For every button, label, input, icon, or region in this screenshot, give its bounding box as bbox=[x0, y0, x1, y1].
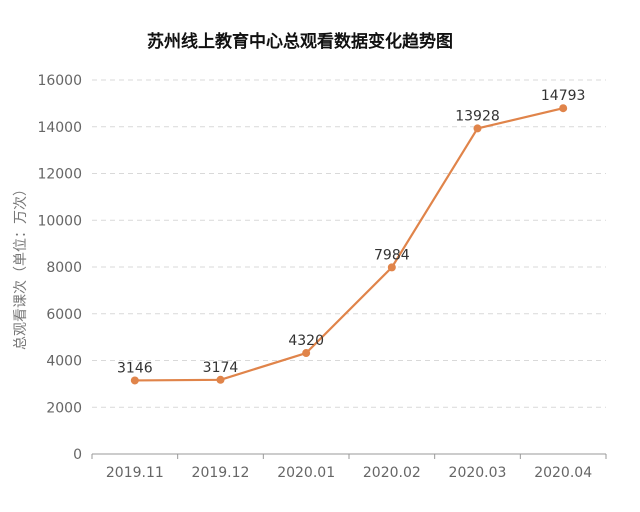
y-tick-label: 6000 bbox=[46, 307, 82, 323]
data-label: 4320 bbox=[288, 333, 324, 349]
x-tick-label: 2020.03 bbox=[449, 465, 507, 481]
data-point bbox=[130, 376, 139, 385]
y-tick-label: 4000 bbox=[46, 354, 82, 370]
data-point bbox=[387, 263, 396, 272]
series-line bbox=[134, 107, 564, 382]
data-label: 3174 bbox=[203, 360, 239, 376]
y-tick-label: 2000 bbox=[46, 400, 82, 416]
y-tick-label: 10000 bbox=[37, 213, 82, 229]
x-axis: 2019.11 2019.12 2020.01 2020.02 2020.03 2020.… bbox=[91, 453, 607, 481]
data-point bbox=[559, 104, 568, 113]
data-label: 14793 bbox=[541, 88, 586, 104]
y-tick-label: 8000 bbox=[46, 260, 82, 276]
x-tick-label: 2020.01 bbox=[277, 465, 335, 481]
x-tick-label: 2019.11 bbox=[106, 465, 164, 481]
y-tick-label: 14000 bbox=[37, 120, 82, 136]
data-point bbox=[473, 124, 482, 133]
x-tick-label: 2020.04 bbox=[534, 465, 592, 481]
x-tick-label: 2020.02 bbox=[363, 465, 421, 481]
chart-title: 苏州线上教育中心总观看数据变化趋势图 bbox=[147, 31, 453, 52]
data-labels: 3146 3174 4320 7984 13928 14793 bbox=[117, 88, 585, 376]
data-point bbox=[302, 349, 311, 358]
data-point bbox=[216, 375, 225, 384]
data-label: 13928 bbox=[455, 108, 500, 124]
y-tick-label: 0 bbox=[73, 447, 82, 463]
y-axis-ticks: 0 2000 4000 6000 8000 10000 12000 14000 16000 bbox=[37, 73, 82, 463]
series-line-group bbox=[130, 104, 568, 385]
data-label: 7984 bbox=[374, 247, 410, 263]
y-tick-label: 16000 bbox=[37, 73, 82, 89]
data-label: 3146 bbox=[117, 360, 153, 376]
gridlines bbox=[92, 79, 606, 408]
x-tick-label: 2019.12 bbox=[192, 465, 250, 481]
y-tick-label: 12000 bbox=[37, 167, 82, 183]
y-axis-label: 总观看课次（单位：万次） bbox=[13, 182, 29, 350]
